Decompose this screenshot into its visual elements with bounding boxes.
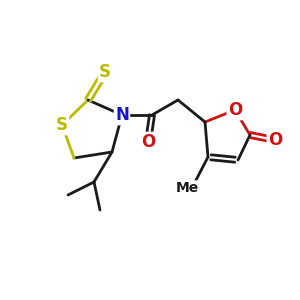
Text: O: O xyxy=(268,131,282,149)
Text: S: S xyxy=(99,63,111,81)
Text: Me: Me xyxy=(176,181,199,195)
Text: O: O xyxy=(141,133,155,151)
Text: N: N xyxy=(115,106,129,124)
Text: O: O xyxy=(228,101,242,119)
Text: S: S xyxy=(56,116,68,134)
